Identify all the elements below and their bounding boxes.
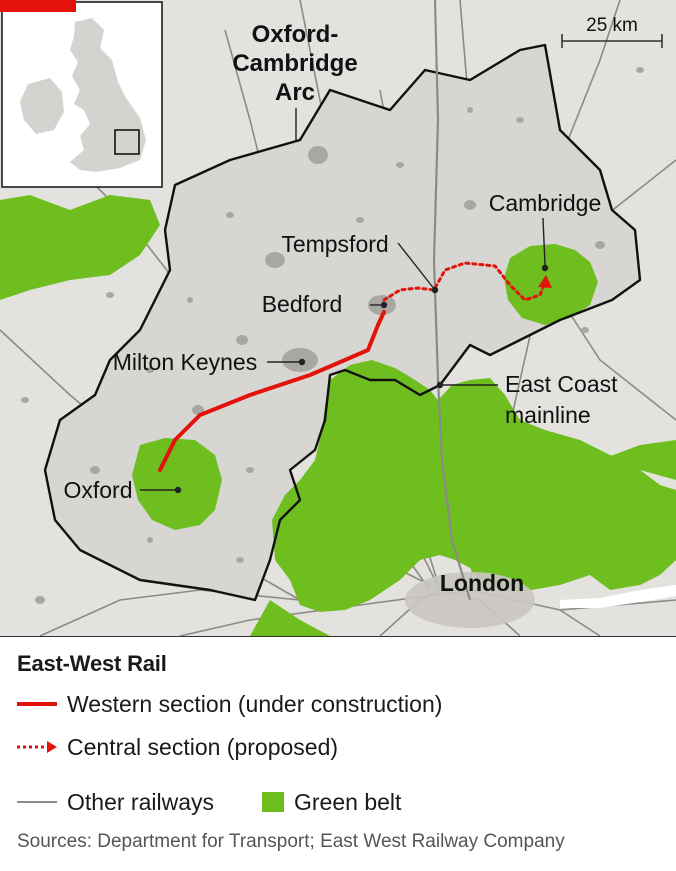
arc-label: Oxford-Cambridge Arc [232,21,357,106]
east-west-rail-western-section [158,310,386,472]
inset-highlight-box [114,129,140,155]
east-west-rail-central-section [382,261,547,302]
inset-locator-map [0,0,163,188]
arc-label-line: Cambridge [232,50,357,77]
inset-red-tab [0,0,76,12]
central-section-arrowhead [538,275,552,288]
central-section-swatch [17,741,57,753]
label-milton-keynes: Milton Keynes [113,349,257,375]
legend-item-central: Central section (proposed) [17,732,338,762]
legend-item-green-belt: Green belt [262,787,401,817]
map-labels: Oxford-Cambridge Arc Cambridge Tempsford … [63,21,618,596]
legend-label-other-railways: Other railways [67,788,214,815]
ecm-label-line: mainline [505,402,591,428]
river-thames [560,585,676,608]
leader-lines [140,108,546,491]
label-london: London [440,570,524,596]
legend-title: East-West Rail [17,651,167,676]
label-east-coast-mainline: East Coast mainline [505,371,618,428]
arc-label-line: Oxford- [252,21,339,48]
western-section-swatch [17,702,57,706]
scale-bar-label: 25 km [586,15,638,36]
inset-ireland [20,78,64,134]
ecm-label-line: East Coast [505,371,618,397]
scale-bar [561,34,663,48]
label-oxford: Oxford [63,477,132,503]
arc-label-line: Arc [275,79,315,106]
label-cambridge: Cambridge [489,190,602,216]
legend-label-green-belt: Green belt [294,788,402,815]
other-railways-swatch [17,801,57,803]
green-belt-swatch [262,792,284,812]
green-belt-areas [0,195,676,636]
east-coast-mainline [432,0,472,601]
inset-great-britain [70,18,146,172]
legend-label-western: Western section (under construction) [67,690,443,717]
legend-label-central: Central section (proposed) [67,733,339,760]
legend-item-other-railways: Other railways [17,787,214,817]
arc-border [43,43,642,602]
map: Oxford-Cambridge Arc Cambridge Tempsford … [0,0,676,636]
label-tempsford: Tempsford [281,231,388,257]
legend-item-western: Western section (under construction) [17,689,442,719]
label-bedford: Bedford [262,291,343,317]
legend: East-West Rail Western section (under co… [0,636,676,871]
sources-note: Sources: Department for Transport; East … [17,831,565,852]
